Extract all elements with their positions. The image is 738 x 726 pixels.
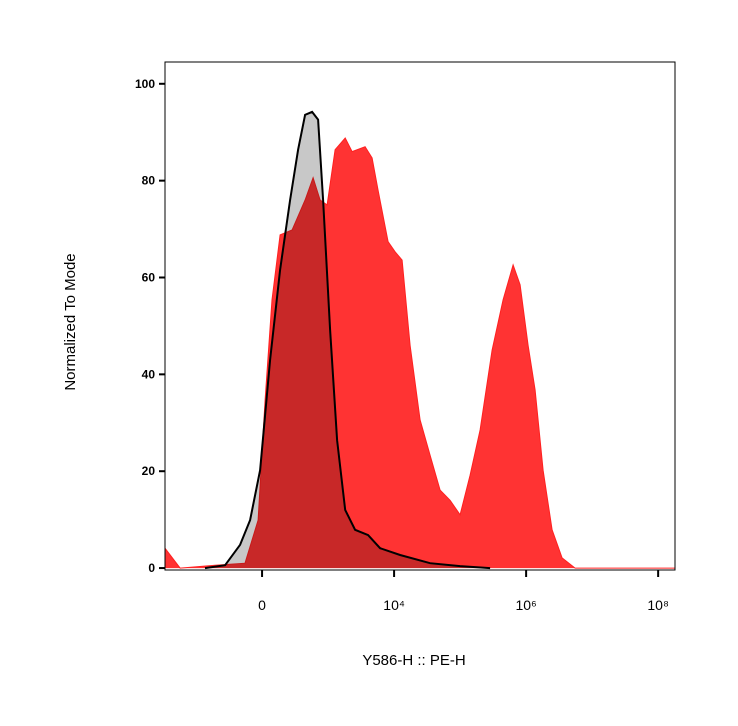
x-tick-label: 0 <box>258 597 266 613</box>
y-tick-label: 80 <box>142 174 156 188</box>
y-tick-label: 60 <box>142 271 156 285</box>
y-tick-label: 0 <box>148 561 155 575</box>
x-axis-label: Y586-H :: PE-H <box>362 652 465 669</box>
y-tick-label: 40 <box>142 367 156 381</box>
y-axis-label: Normalized To Mode <box>62 253 79 390</box>
y-tick-label: 20 <box>142 464 156 478</box>
area-outline <box>164 137 675 569</box>
x-tick-label: 10⁴ <box>383 597 405 613</box>
area-outline <box>204 110 491 570</box>
y-tick-label: 100 <box>135 77 155 91</box>
x-tick-label: 10⁸ <box>647 597 669 613</box>
plot-frame <box>164 61 676 571</box>
x-tick-label: 10⁶ <box>515 597 536 613</box>
area-fill <box>205 111 491 569</box>
area-fill <box>165 138 675 569</box>
